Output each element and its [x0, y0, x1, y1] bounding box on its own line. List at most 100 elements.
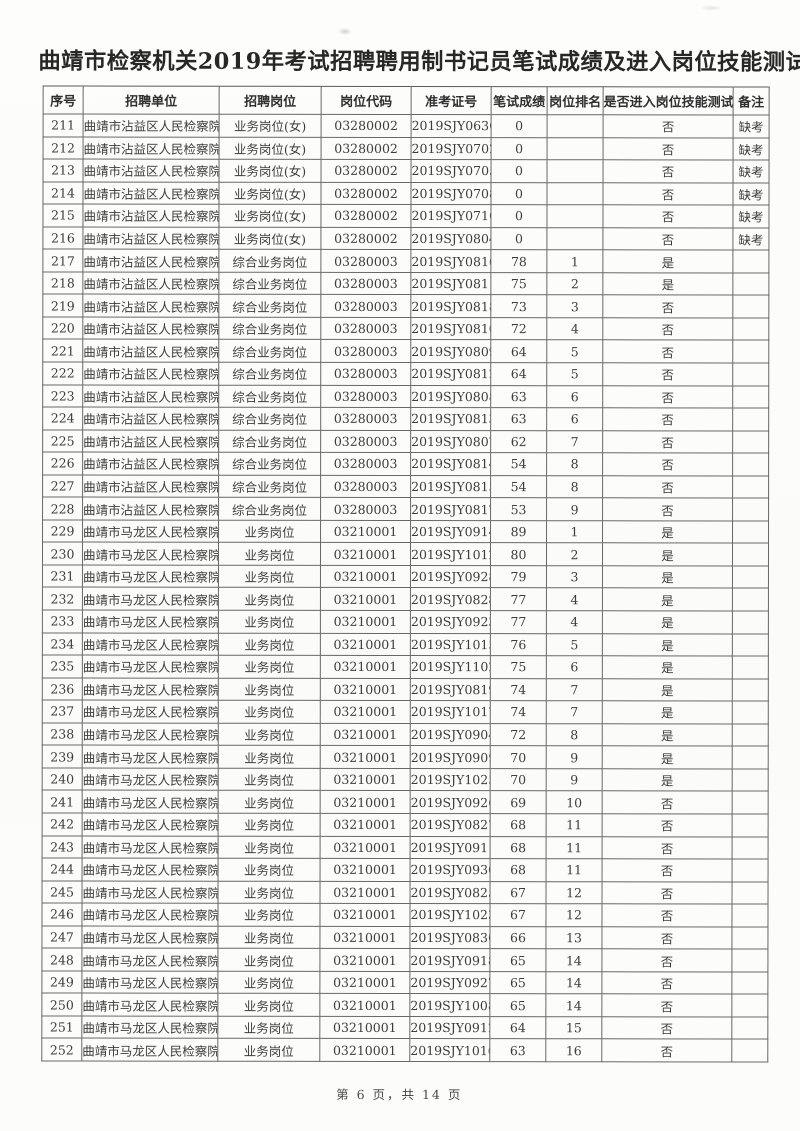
- table-cell: [547, 114, 604, 138]
- table-cell: 是: [602, 746, 733, 769]
- table-cell: 业务岗位: [218, 768, 321, 791]
- table-cell: 曲靖市马龙区人民检察院: [82, 610, 219, 633]
- table-row: 217 曲靖市沾益区人民检察院 综合业务岗位 03280003 2019SJY0816 7…: [42, 249, 769, 273]
- table-cell: [731, 1039, 768, 1062]
- table-cell: 11: [546, 813, 603, 837]
- table-cell: 242: [42, 812, 83, 836]
- table-cell: 03210001: [320, 520, 411, 543]
- column-header: 岗位排名: [547, 86, 604, 115]
- table-cell: 03210001: [320, 813, 411, 837]
- table-cell: 2019SJY1023: [409, 903, 491, 927]
- table-cell: 03210001: [320, 655, 411, 679]
- table-cell: 业务岗位(女): [219, 159, 322, 183]
- table-cell: 是: [602, 272, 733, 296]
- scan-artifact: [700, 5, 722, 11]
- table-cell: 2019SJY1017: [410, 700, 491, 724]
- table-cell: [732, 610, 769, 634]
- table-cell: 11: [546, 858, 603, 882]
- table-cell: 否: [602, 317, 733, 341]
- table-cell: 业务岗位: [217, 993, 320, 1017]
- table-cell: 03210001: [320, 835, 411, 859]
- table-cell: 03210001: [320, 745, 411, 769]
- table-cell: 否: [603, 137, 734, 161]
- table-cell: 否: [602, 407, 733, 431]
- table-cell: 213: [43, 159, 84, 182]
- table-cell: 65: [489, 971, 546, 995]
- table-cell: [732, 295, 769, 318]
- table-cell: 曲靖市沾益区人民检察院: [82, 181, 220, 205]
- table-cell: 63: [490, 407, 547, 431]
- table-cell: 2019SJY0928: [410, 565, 491, 589]
- table-cell: 曲靖市沾益区人民检察院: [83, 159, 220, 182]
- table-cell: 252: [41, 1038, 82, 1062]
- column-header: 招聘岗位: [219, 86, 322, 115]
- table-cell: 是: [602, 655, 733, 679]
- column-header: 笔试成绩: [491, 86, 548, 115]
- table-cell: 7: [546, 430, 603, 453]
- table-cell: 2019SJY1025: [410, 768, 491, 792]
- table-cell: 是: [602, 723, 733, 747]
- table-cell: 5: [546, 362, 603, 386]
- table-cell: 14: [545, 971, 602, 995]
- table-cell: 9: [546, 498, 603, 521]
- table-cell: 2: [546, 543, 603, 566]
- table-cell: 03210001: [319, 948, 410, 972]
- table-cell: 68: [490, 836, 547, 859]
- table-cell: 77: [490, 610, 547, 634]
- table-cell: [732, 656, 769, 679]
- table-cell: 否: [602, 182, 734, 206]
- table-cell: 综合业务岗位: [218, 249, 321, 273]
- table-cell: 否: [601, 1016, 732, 1040]
- table-cell: 2019SJY0904: [410, 723, 491, 746]
- table-row: 241 曲靖市马龙区人民检察院 业务岗位 03210001 2019SJY0926 69 1…: [42, 790, 769, 814]
- table-cell: 4: [546, 588, 603, 611]
- table-cell: 228: [42, 497, 83, 520]
- table-cell: 2019SJY0926: [410, 790, 491, 814]
- table-cell: 247: [41, 925, 82, 949]
- table-cell: 曲靖市沾益区人民检察院: [82, 497, 219, 521]
- table-cell: 业务岗位: [217, 903, 321, 927]
- table-cell: 否: [602, 791, 733, 814]
- table-cell: 2019SJY0918: [409, 948, 490, 972]
- table-cell: 248: [41, 948, 82, 971]
- table-cell: 否: [601, 971, 732, 995]
- table-cell: 03280003: [320, 249, 411, 273]
- table-cell: 78: [490, 249, 547, 273]
- table-cell: 218: [42, 271, 83, 295]
- table-cell: 03210001: [320, 565, 411, 588]
- document-content: 曲靖市检察机关2019年考试招聘聘用制书记员笔试成绩及进入岗位技能测试人员名单 …: [38, 48, 800, 1102]
- table-cell: 0: [490, 182, 548, 205]
- table-cell: 业务岗位: [217, 948, 320, 972]
- table-cell: 03210001: [320, 700, 411, 724]
- table-cell: [547, 159, 604, 183]
- table-cell: 曲靖市马龙区人民检察院: [81, 970, 218, 994]
- table-cell: 7: [546, 678, 603, 702]
- table-cell: 业务岗位(女): [218, 204, 321, 228]
- table-cell: 03210001: [319, 993, 410, 1017]
- table-cell: 否: [602, 227, 733, 251]
- table-cell: [732, 543, 769, 566]
- table-cell: 3: [546, 295, 603, 318]
- table-cell: [732, 836, 769, 860]
- table-cell: 业务岗位: [218, 790, 321, 814]
- table-cell: 70: [490, 745, 547, 769]
- table-cell: 03210001: [320, 632, 411, 656]
- table-cell: 68: [490, 813, 547, 837]
- table-cell: 0: [490, 204, 547, 228]
- table-cell: 03210001: [319, 971, 410, 994]
- table-cell: 2019SJY0827: [410, 813, 491, 837]
- table-row: 232 曲靖市马龙区人民检察院 业务岗位 03210001 2019SJY0828 77 4…: [42, 587, 769, 612]
- table-cell: [732, 340, 769, 364]
- table-cell: 72: [490, 723, 547, 747]
- table-cell: 8: [546, 475, 603, 499]
- table-cell: 曲靖市马龙区人民检察院: [82, 519, 219, 543]
- table-cell: 业务岗位: [218, 677, 321, 701]
- table-cell: 224: [42, 407, 83, 430]
- table-cell: 2019SJY0816: [410, 249, 491, 273]
- table-row: 245 曲靖市马龙区人民检察院 业务岗位 03210001 2019SJY0825 67 1…: [42, 880, 769, 905]
- table-row: 233 曲靖市马龙区人民检察院 业务岗位 03210001 2019SJY0923 77 4…: [42, 610, 769, 634]
- table-cell: 否: [602, 858, 733, 882]
- table-cell: 0: [491, 137, 548, 160]
- table-cell: 03280003: [320, 475, 411, 498]
